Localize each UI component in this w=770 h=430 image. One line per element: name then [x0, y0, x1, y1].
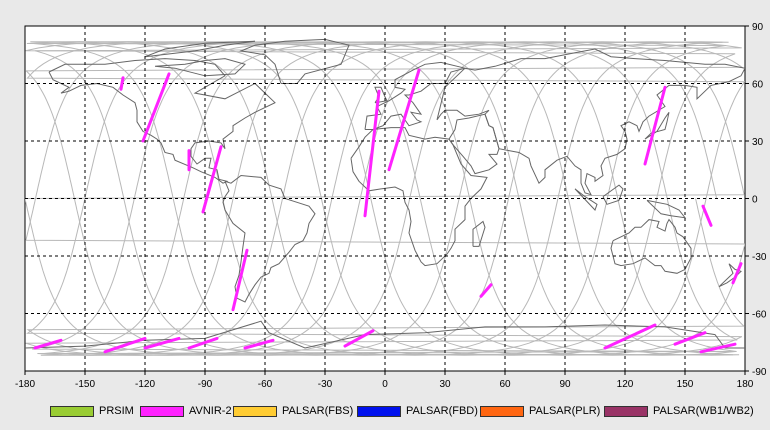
avnir-swath [603, 323, 657, 350]
legend-swatch-palsar-fbd [357, 405, 401, 417]
avnir-swath [141, 72, 171, 143]
orbit-track [26, 41, 745, 356]
avnir-swath [731, 262, 743, 285]
world-map-plot: -180 -150 -120 -90 -60 -30 0 30 60 90 120 150 180 90… [15, 22, 767, 390]
avnir-swath [643, 85, 667, 166]
orbit-track [26, 41, 743, 356]
x-tick-label: -120 [135, 379, 155, 390]
y-tick-label: 60 [752, 80, 764, 91]
coastline [574, 188, 598, 211]
y-tick-label: 90 [752, 22, 764, 33]
avnir-swath [201, 145, 223, 214]
orbit-track [30, 41, 723, 356]
avnir-swath [699, 342, 737, 354]
coastline [448, 113, 500, 175]
x-tick-label: -30 [318, 379, 333, 390]
legend: PRSIM AVNIR-2 PALSAR(FBS) PALSAR(FBD) PA… [0, 401, 770, 421]
graticule [25, 26, 745, 371]
legend-label-palsar-wb: PALSAR(WB1/WB2) [653, 405, 754, 417]
legend-swatch-avnir [140, 405, 184, 417]
y-tick-label: -60 [752, 310, 767, 321]
avnir-swath [363, 89, 381, 218]
avnir-swath [673, 331, 707, 346]
legend-swatch-palsar-wb [604, 405, 648, 417]
orbit-track [40, 41, 734, 356]
x-tick-label: -90 [198, 379, 213, 390]
orbit-track [25, 41, 745, 356]
avnir-swath [187, 336, 219, 350]
legend-item-palsar-wb: PALSAR(WB1/WB2) [604, 404, 754, 418]
y-tick-label: -90 [752, 367, 767, 378]
legend-label-palsar-fbd: PALSAR(FBD) [406, 405, 478, 417]
x-tick-label: 180 [737, 379, 754, 390]
legend-label-palsar-fbs: PALSAR(FBS) [282, 405, 354, 417]
x-tick-label: 60 [499, 379, 511, 390]
avnir-swath [119, 76, 125, 91]
avnir-swath [231, 248, 249, 312]
observation-swaths [33, 68, 743, 354]
avnir-swath [343, 329, 375, 348]
coastline [222, 174, 316, 303]
coastline [436, 48, 745, 196]
x-tick-label: 150 [677, 379, 694, 390]
legend-item-palsar-plr: PALSAR(PLR) [480, 404, 600, 418]
legend-item-palsar-fbd: PALSAR(FBD) [357, 404, 478, 418]
coastline [646, 199, 687, 219]
avnir-swath [33, 338, 63, 350]
coastline [610, 218, 692, 274]
avnir-swath [701, 204, 713, 227]
avnir-swath [143, 336, 181, 350]
y-tick-label: -30 [752, 252, 767, 263]
x-tick-label: 30 [439, 379, 451, 390]
y-tick-labels: 90 60 30 0 -30 -60 -90 [745, 22, 767, 378]
orbit-track [33, 41, 729, 356]
x-tick-label: -60 [258, 379, 273, 390]
legend-item-prsim: PRSIM [50, 404, 134, 418]
legend-label-avnir: AVNIR-2 [189, 405, 232, 417]
legend-swatch-prsim [50, 405, 94, 417]
x-tick-labels: -180 -150 -120 -90 -60 -30 0 30 60 90 120 150 180 [15, 371, 754, 390]
coastline [350, 127, 488, 267]
avnir-swath [387, 68, 421, 172]
legend-label-prsim: PRSIM [99, 405, 134, 417]
legend-swatch-palsar-fbs [233, 405, 277, 417]
x-tick-label: 0 [382, 379, 388, 390]
x-tick-label: 90 [559, 379, 571, 390]
legend-label-palsar-plr: PALSAR(PLR) [529, 405, 601, 417]
y-tick-label: 30 [752, 137, 764, 148]
x-tick-label: -150 [75, 379, 95, 390]
legend-item-avnir: AVNIR-2 [140, 404, 232, 418]
orbit-track [25, 41, 745, 356]
legend-swatch-palsar-plr [480, 405, 524, 417]
y-tick-label: 0 [752, 195, 758, 206]
coastline [602, 184, 624, 205]
coastline [48, 58, 276, 184]
avnir-swath [103, 336, 147, 354]
orbit-track [37, 41, 737, 356]
legend-item-palsar-fbs: PALSAR(FBS) [233, 404, 353, 418]
avnir-swath [479, 283, 493, 298]
avnir-swath [243, 338, 275, 350]
x-tick-label: -180 [15, 379, 35, 390]
x-tick-label: 120 [617, 379, 634, 390]
coastline [144, 40, 256, 58]
orbit-tracks [25, 41, 745, 356]
coastline [472, 220, 486, 247]
coastline [154, 58, 246, 77]
